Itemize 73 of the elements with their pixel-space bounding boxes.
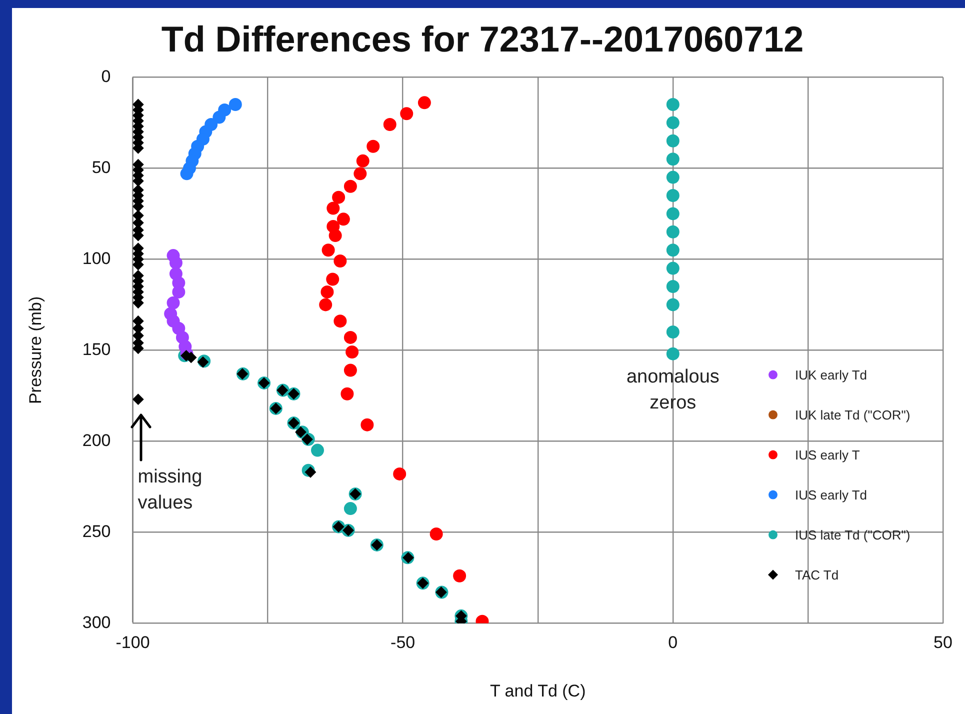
point — [430, 528, 443, 541]
legend-label: IUS early T — [795, 447, 860, 462]
point — [166, 296, 180, 310]
y-axis-title: Pressure (mb) — [26, 296, 45, 404]
y-tick-label: 200 — [82, 430, 111, 450]
legend-label: IUK early Td — [795, 367, 868, 382]
point — [666, 98, 680, 111]
point — [400, 107, 414, 120]
legend-label: TAC Td — [795, 567, 839, 582]
point — [354, 167, 367, 180]
point — [666, 347, 680, 360]
chart-title: Td Differences for 72317--2017060712 — [161, 18, 804, 60]
point — [418, 96, 431, 110]
point — [344, 364, 357, 377]
point — [360, 418, 374, 432]
point — [336, 212, 350, 226]
point — [197, 356, 208, 368]
point — [666, 326, 680, 338]
x-tick-label: -100 — [116, 633, 150, 652]
point — [346, 346, 359, 359]
point — [666, 207, 680, 220]
point — [322, 244, 335, 257]
point — [319, 298, 332, 312]
point — [666, 262, 680, 275]
point — [666, 189, 680, 202]
x-tick-label: 50 — [934, 633, 952, 652]
point — [393, 467, 406, 480]
y-tick-label: 0 — [101, 66, 111, 86]
point — [383, 118, 396, 132]
y-tick-label: 300 — [82, 612, 111, 632]
point — [326, 202, 340, 215]
legend-label: IUS early Td — [795, 487, 868, 502]
point — [666, 298, 680, 312]
point — [332, 190, 346, 204]
point — [132, 394, 144, 405]
point — [320, 285, 334, 298]
point — [666, 170, 680, 184]
point — [212, 110, 226, 124]
point — [169, 256, 182, 270]
point — [666, 280, 680, 293]
point — [340, 387, 354, 400]
legend-label: IUS late Td ("COR") — [795, 527, 910, 542]
legend-label: IUK late Td ("COR") — [795, 407, 910, 422]
point — [666, 116, 680, 130]
point — [328, 229, 342, 242]
y-tick-label: 50 — [92, 158, 111, 177]
point — [326, 272, 340, 286]
point — [453, 569, 466, 582]
point — [228, 98, 242, 111]
x-tick-label: -50 — [390, 633, 416, 652]
point — [334, 314, 347, 328]
y-tick-label: 250 — [82, 522, 111, 541]
point — [344, 180, 357, 193]
point — [366, 140, 380, 153]
y-tick-label: 150 — [82, 340, 111, 359]
point — [666, 244, 680, 257]
annotation: missing values — [138, 466, 202, 514]
point — [344, 502, 357, 516]
x-axis-title: T and Td (C) — [490, 681, 586, 700]
point — [304, 466, 316, 478]
point — [666, 152, 680, 166]
point — [172, 285, 186, 298]
annotation: anomalous zeros — [626, 366, 720, 414]
point — [180, 167, 194, 180]
point — [356, 154, 370, 168]
point — [295, 426, 306, 438]
point — [666, 225, 680, 238]
point — [666, 134, 680, 148]
y-tick-label: 100 — [82, 248, 111, 268]
point — [344, 330, 357, 344]
point — [311, 444, 324, 457]
x-tick-label: 0 — [668, 633, 678, 652]
point — [334, 254, 347, 268]
